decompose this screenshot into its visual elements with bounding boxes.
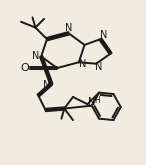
Text: N: N <box>88 97 95 107</box>
Text: N: N <box>95 62 102 72</box>
Text: N: N <box>43 80 50 90</box>
Text: N: N <box>32 51 40 62</box>
Text: H: H <box>94 96 100 105</box>
Text: N: N <box>100 30 108 40</box>
Text: O: O <box>20 63 29 73</box>
Text: N: N <box>79 59 87 69</box>
Text: N: N <box>65 23 72 33</box>
